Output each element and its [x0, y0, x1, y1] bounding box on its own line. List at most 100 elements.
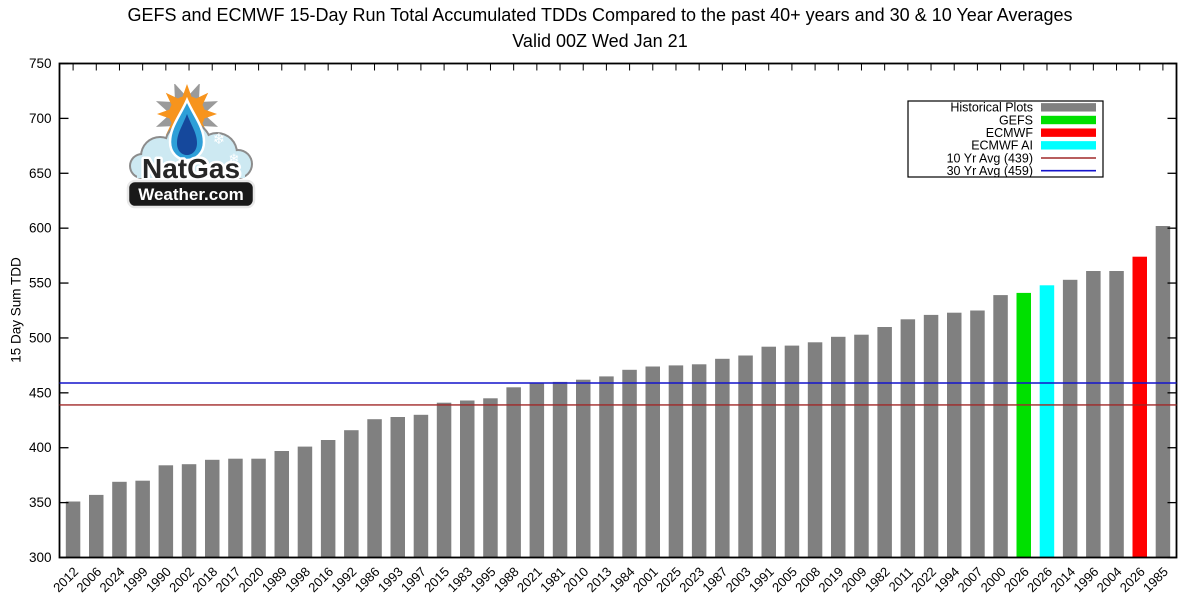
legend-swatch-box: [1041, 128, 1096, 137]
x-tick-label: 2003: [723, 564, 754, 595]
x-tick-label: 1999: [120, 564, 151, 595]
legend-label: Historical Plots: [950, 101, 1033, 115]
bar-2005-historical: [784, 345, 800, 558]
bar-1987-historical: [715, 358, 730, 558]
bar-2020-historical: [251, 458, 266, 558]
bar-2025-historical: [668, 365, 684, 558]
x-tick-label: 2023: [676, 564, 707, 595]
x-tick-label: 1990: [143, 564, 174, 595]
legend-label: 10 Yr Avg (439): [947, 151, 1033, 165]
plot-frame: [58, 62, 1178, 559]
legend-label: 30 Yr Avg (459): [947, 164, 1033, 178]
logo-banner: [126, 179, 256, 209]
y-tick-label: 650: [29, 166, 52, 181]
legend-swatch-box: [1041, 115, 1096, 125]
x-tick-label: 2017: [212, 564, 243, 595]
x-tick-label: 1981: [537, 564, 568, 595]
x-tick-label: 2008: [792, 564, 823, 595]
gas-flame-icon: [168, 96, 206, 162]
bar-1985-historical: [1155, 226, 1171, 558]
bar-1986-historical: [367, 419, 382, 558]
chart-subtitle: Valid 00Z Wed Jan 21: [512, 31, 688, 51]
bar-1994-historical: [947, 312, 962, 558]
bar-2000-historical: [993, 295, 1008, 558]
y-tick-label: 750: [29, 56, 52, 71]
legend-box: [907, 100, 1104, 178]
bar-2011-historical: [900, 319, 916, 558]
bar-2010-historical: [576, 379, 591, 558]
x-tick-label: 1996: [1070, 564, 1101, 595]
legend-swatch-box: [1041, 103, 1096, 112]
y-tick-label: 600: [29, 221, 52, 236]
bar-2021-historical: [529, 383, 545, 558]
bar-2015-historical: [436, 402, 452, 558]
bar-2007-historical: [970, 310, 985, 558]
y-tick-label: 700: [29, 111, 52, 126]
x-tick-label: 2000: [978, 564, 1009, 595]
legend-label: ECMWF AI: [971, 139, 1033, 153]
bar-2026-ecmwf: [1132, 256, 1147, 558]
x-tick-label: 1982: [862, 564, 893, 595]
x-tick-label: 1998: [282, 564, 313, 595]
legend-swatch-box: [1041, 141, 1096, 150]
x-tick-label: 2007: [954, 564, 985, 595]
x-tick-label: 2026: [1117, 564, 1148, 595]
x-tick-label: 1995: [468, 564, 499, 595]
bar-2018-historical: [205, 459, 220, 558]
bar-2004-historical: [1109, 271, 1124, 558]
x-tick-label: 1997: [398, 564, 429, 595]
bar-2026-ecmwf_ai: [1039, 285, 1055, 558]
x-tick-label: 1988: [491, 564, 522, 595]
bar-1992-historical: [344, 430, 359, 558]
bar-1982-historical: [877, 327, 892, 558]
x-tick-label: 2025: [653, 564, 684, 595]
y-tick-label: 450: [29, 385, 52, 400]
bar-2013-historical: [599, 376, 614, 558]
bar-1988-historical: [506, 387, 521, 558]
snowflake-icon: ❄: [213, 131, 226, 148]
bar-1996-historical: [1086, 271, 1101, 558]
bar-2001-historical: [645, 366, 660, 558]
x-tick-label: 1989: [259, 564, 290, 595]
bar-1999-historical: [135, 480, 150, 558]
bar-1981-historical: [552, 381, 568, 558]
x-tick-label: 2026: [1001, 564, 1032, 595]
y-tick-label: 500: [29, 330, 52, 345]
bar-2008-historical: [807, 342, 823, 558]
legend-label: ECMWF: [986, 126, 1034, 140]
x-tick-label: 1993: [375, 564, 406, 595]
bar-2012-historical: [65, 501, 81, 558]
logo-wordmark-weather: Weather.com: [138, 185, 244, 204]
x-tick-label: 2001: [630, 564, 661, 595]
bar-2017-historical: [228, 458, 243, 558]
x-tick-label: 1986: [352, 564, 383, 595]
bar-2002-historical: [181, 464, 197, 558]
x-tick-label: 2018: [189, 564, 220, 595]
bar-1991-historical: [761, 346, 776, 558]
y-tick-label: 400: [29, 440, 52, 455]
x-tick-label: 1983: [444, 564, 475, 595]
bar-2022-historical: [923, 314, 939, 558]
logo-wordmark-natgas: NatGas: [142, 153, 240, 184]
bar-2009-historical: [854, 334, 869, 558]
bar-1998-historical: [297, 446, 313, 558]
x-tick-label: 2006: [73, 564, 104, 595]
x-tick-label: 2010: [560, 564, 591, 595]
x-tick-label: 2022: [908, 564, 939, 595]
bar-1995-historical: [483, 398, 498, 558]
x-tick-label: 2020: [236, 564, 267, 595]
x-tick-label: 2015: [421, 564, 452, 595]
bar-2003-historical: [738, 355, 753, 558]
bar-2026-gefs: [1016, 292, 1031, 558]
snowflake-icon: ❄: [229, 151, 240, 166]
x-tick-label: 2021: [514, 564, 545, 595]
x-tick-label: 2013: [583, 564, 614, 595]
x-tick-label: 2011: [886, 564, 916, 594]
x-tick-label: 2012: [50, 564, 81, 595]
bar-2019-historical: [831, 336, 846, 558]
chart-title: GEFS and ECMWF 15-Day Run Total Accumula…: [127, 5, 1073, 25]
bar-1984-historical: [622, 369, 637, 558]
bar-1990-historical: [158, 465, 174, 558]
x-tick-label: 2009: [839, 564, 870, 595]
bar-1983-historical: [460, 400, 475, 558]
